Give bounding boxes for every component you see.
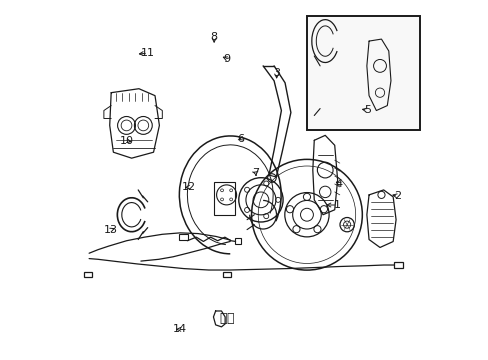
Text: 5: 5 <box>364 105 370 115</box>
Text: 1: 1 <box>333 200 340 210</box>
Text: 7: 7 <box>251 168 258 178</box>
Text: 𝒮: 𝒮 <box>226 312 233 325</box>
Text: 10: 10 <box>120 136 133 146</box>
Bar <box>214 183 234 215</box>
Text: 𝒮: 𝒮 <box>219 312 226 325</box>
Bar <box>234 238 241 244</box>
Text: 13: 13 <box>103 225 117 235</box>
Text: 4: 4 <box>335 179 342 189</box>
Bar <box>179 234 188 239</box>
Text: 12: 12 <box>182 182 196 192</box>
Text: 14: 14 <box>173 324 187 334</box>
Bar <box>223 272 230 277</box>
Text: 8: 8 <box>210 32 217 42</box>
Bar <box>84 272 92 277</box>
Bar <box>393 262 402 267</box>
Text: 11: 11 <box>141 48 155 58</box>
Text: 6: 6 <box>237 134 244 144</box>
Bar <box>306 16 419 130</box>
Text: 9: 9 <box>223 54 230 64</box>
Text: 3: 3 <box>273 68 280 78</box>
Text: 2: 2 <box>394 191 401 201</box>
